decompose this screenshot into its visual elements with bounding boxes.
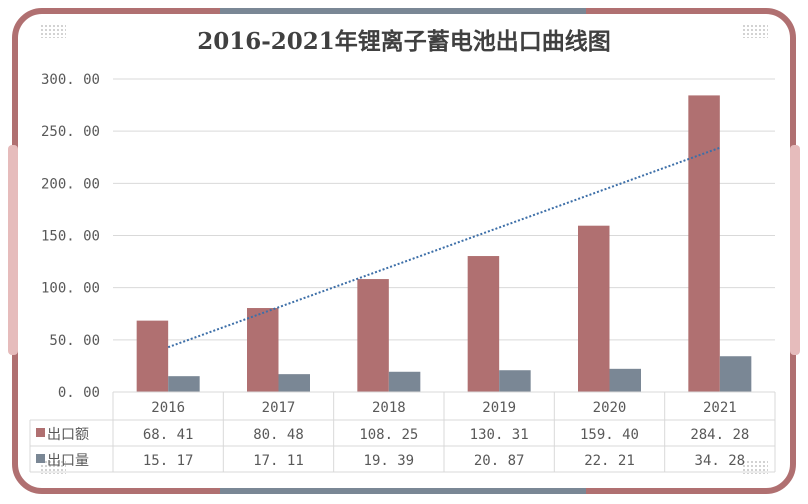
bar-volume bbox=[278, 374, 310, 392]
x-category-label: 2019 bbox=[482, 400, 516, 416]
bar-volume bbox=[388, 371, 421, 392]
legend-key bbox=[36, 454, 45, 463]
y-tick-label: 100. 00 bbox=[41, 281, 100, 297]
y-tick-label: 50. 00 bbox=[49, 333, 100, 349]
data-label: 22. 21 bbox=[584, 453, 635, 469]
bar-value bbox=[467, 256, 500, 392]
dots-decoration bbox=[40, 24, 66, 38]
chart-title: 2016-2021年锂离子蓄电池出口曲线图 bbox=[197, 28, 611, 55]
data-label: 20. 87 bbox=[474, 453, 525, 469]
bar-value bbox=[357, 279, 389, 392]
data-label: 159. 40 bbox=[580, 427, 639, 443]
legend-key bbox=[36, 428, 45, 437]
bar-volume bbox=[499, 370, 531, 392]
frame-tab-right bbox=[790, 145, 800, 355]
bar-value bbox=[688, 95, 720, 393]
x-category-label: 2020 bbox=[593, 400, 627, 416]
y-tick-label: 250. 00 bbox=[41, 124, 100, 140]
bar-volume bbox=[719, 356, 752, 392]
dots-decoration bbox=[742, 24, 768, 38]
x-category-label: 2021 bbox=[703, 400, 737, 416]
data-label: 17. 11 bbox=[253, 453, 304, 469]
frame-accent-top bbox=[220, 8, 586, 14]
x-category-label: 2016 bbox=[151, 400, 185, 416]
data-label: 80. 48 bbox=[253, 427, 304, 443]
data-label: 68. 41 bbox=[143, 427, 194, 443]
bar-volume bbox=[609, 368, 641, 392]
bar-value bbox=[247, 308, 279, 392]
data-label: 34. 28 bbox=[695, 453, 746, 469]
bar-value bbox=[578, 225, 610, 392]
data-label: 284. 28 bbox=[690, 427, 749, 443]
dots-decoration bbox=[742, 460, 768, 474]
legend-label: 出口量 bbox=[47, 453, 89, 469]
data-label: 108. 25 bbox=[359, 427, 418, 443]
y-tick-label: 200. 00 bbox=[41, 176, 100, 192]
frame-tab-left bbox=[8, 145, 18, 355]
x-category-label: 2018 bbox=[372, 400, 406, 416]
y-tick-label: 0. 00 bbox=[58, 385, 100, 401]
bar-value bbox=[136, 320, 169, 392]
x-category-label: 2017 bbox=[262, 400, 296, 416]
data-label: 19. 39 bbox=[364, 453, 415, 469]
bar-volume bbox=[168, 376, 200, 392]
data-label: 130. 31 bbox=[470, 427, 529, 443]
legend-label: 出口额 bbox=[47, 427, 89, 443]
y-tick-label: 300. 00 bbox=[41, 72, 100, 88]
y-tick-label: 150. 00 bbox=[41, 229, 100, 245]
dots-decoration bbox=[40, 460, 66, 474]
frame-accent-bottom bbox=[220, 488, 586, 494]
trendline bbox=[167, 146, 721, 349]
data-label: 15. 17 bbox=[143, 453, 194, 469]
